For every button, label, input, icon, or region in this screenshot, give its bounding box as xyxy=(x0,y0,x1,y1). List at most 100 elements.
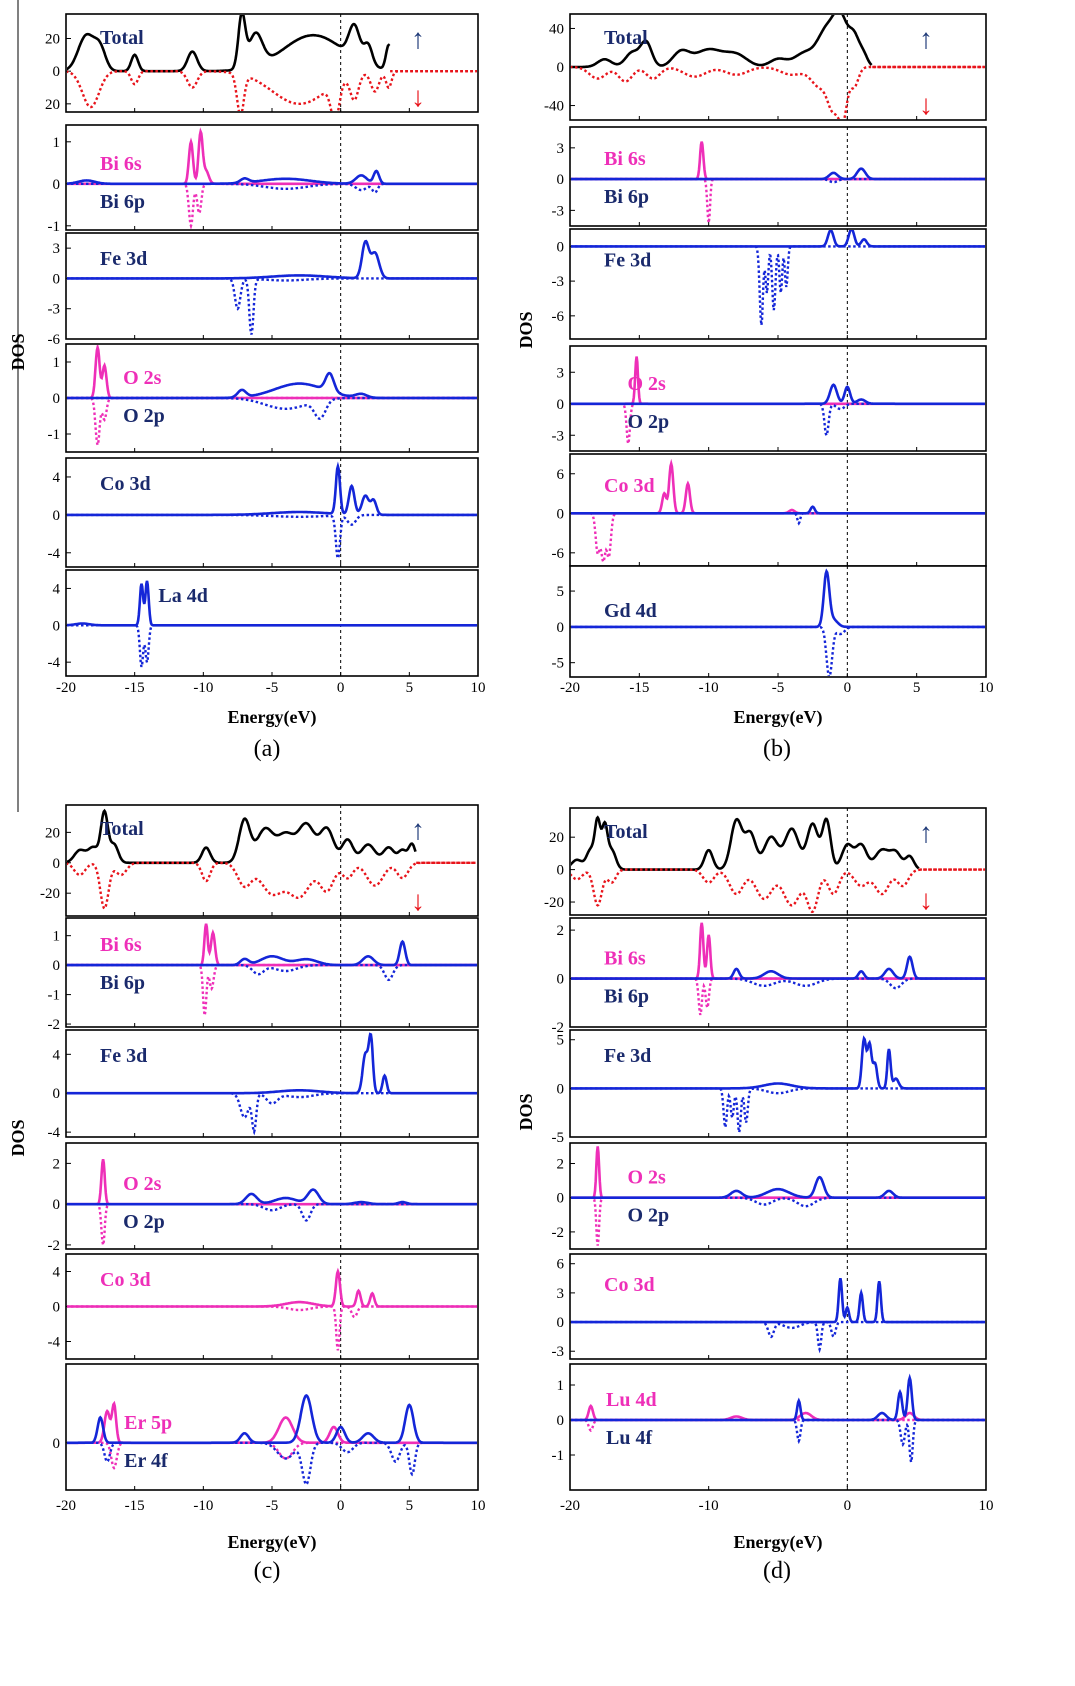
panel-label: La 4d xyxy=(158,585,207,607)
x-tick-label: 0 xyxy=(844,680,852,696)
y-tick-label: -3 xyxy=(552,274,565,290)
panel-2: 1 0 -1 Bi 6s Bi 6p xyxy=(48,124,479,235)
series-co-3d-down xyxy=(67,513,477,563)
y-tick-label: 0 xyxy=(557,506,565,522)
panel-label: O 2s xyxy=(123,1173,162,1195)
y-tick-label: 0 xyxy=(53,64,61,80)
panel-4: 2 0 -2 O 2s O 2p xyxy=(48,1142,479,1254)
y-tick-label: 0 xyxy=(53,856,61,872)
series-bi-6p-up xyxy=(571,167,985,181)
y-tick-label: 20 xyxy=(45,32,60,48)
panel-label: Bi 6s xyxy=(604,948,646,970)
panel-label: Bi 6p xyxy=(604,186,649,208)
series-o-2s-down xyxy=(67,396,477,450)
panel-label: Co 3d xyxy=(100,1269,151,1291)
y-tick-label: -2 xyxy=(552,1020,565,1036)
y-tick-label: 3 xyxy=(53,241,61,257)
series-total-up xyxy=(571,815,920,871)
series-lu-4f-down xyxy=(571,1418,985,1463)
panel-label: Bi 6p xyxy=(604,986,649,1008)
y-tick-label: -4 xyxy=(48,1125,61,1141)
x-tick-label: -20 xyxy=(56,1498,76,1514)
series-co-3d-down xyxy=(571,1320,985,1354)
panel-frame xyxy=(569,453,987,567)
y-tick-label: 0 xyxy=(53,1300,61,1316)
x-tick-label: 10 xyxy=(979,680,994,696)
x-tick-label: 0 xyxy=(844,1498,852,1514)
x-tick-label: -15 xyxy=(125,1498,145,1514)
series-fe-3d-down xyxy=(571,245,985,326)
y-tick-label: -1 xyxy=(48,219,61,235)
y-tick-label: 1 xyxy=(557,1378,565,1394)
y-tick-label: 0 xyxy=(557,972,565,988)
panel-frame xyxy=(65,917,479,1028)
series-o-2p-up xyxy=(571,1175,985,1199)
panel-5: 6 0 -6 Co 3d xyxy=(552,453,987,567)
series-total-down xyxy=(571,65,985,119)
series-o-2p-down xyxy=(67,1203,477,1222)
panel-label: Total xyxy=(100,27,144,49)
panel-6: 1 0 -1 Lu 4d Lu 4f xyxy=(552,1363,987,1491)
spin-up-arrow: ↑ xyxy=(919,818,933,849)
y-tick-label: -3 xyxy=(552,203,565,219)
panel-2: 3 0 -3 Bi 6s Bi 6p xyxy=(552,126,987,227)
panel-frame xyxy=(569,917,987,1028)
panel-1: 20 0 -20 ↑ ↓ Total xyxy=(544,807,987,916)
series-er-4f-up xyxy=(67,1394,477,1445)
x-tick-label: -15 xyxy=(125,680,145,696)
y-tick-label: 0 xyxy=(53,1086,61,1102)
y-tick-label: 0 xyxy=(53,177,61,193)
series-fe-3d-up xyxy=(67,1032,477,1095)
series-o-2p-down xyxy=(571,1196,985,1208)
y-tick-label: 20 xyxy=(45,97,60,113)
y-tick-label: 5 xyxy=(557,584,565,600)
panel-label: Gd 4d xyxy=(604,600,657,622)
panel-label: Lu 4d xyxy=(606,1389,657,1411)
y-tick-label: 1 xyxy=(53,135,61,151)
y-tick-label: -4 xyxy=(48,1335,61,1351)
y-tick-label: 0 xyxy=(557,1191,565,1207)
panel-label: O 2p xyxy=(123,405,165,427)
series-bi-6p-down xyxy=(571,977,985,990)
y-tick-label: 0 xyxy=(557,1413,565,1429)
panel-label: Bi 6s xyxy=(604,148,646,170)
y-tick-label: 4 xyxy=(53,1047,61,1063)
y-tick-label: 4 xyxy=(53,470,61,486)
spin-up-arrow: ↑ xyxy=(411,24,425,55)
panel-4: 1 0 -1 O 2s O 2p xyxy=(48,343,479,453)
series-fe-3d-up xyxy=(571,230,985,248)
x-tick-label: 0 xyxy=(337,1498,345,1514)
x-tick-label: -5 xyxy=(266,680,279,696)
panel-label: O 2s xyxy=(123,367,162,389)
y-tick-label: -20 xyxy=(40,886,60,902)
y-tick-label: 40 xyxy=(549,21,564,37)
panel-1: 20 0 -20 ↑ ↓ Total xyxy=(40,804,479,917)
panel-label: Er 4f xyxy=(124,1450,168,1472)
panel-1: 40 0 -40 ↑ ↓ Total xyxy=(544,13,987,121)
x-axis-label: Energy(eV) xyxy=(734,707,823,728)
panel-label: Co 3d xyxy=(604,475,655,497)
y-tick-label: 20 xyxy=(45,825,60,841)
x-tick-label: -10 xyxy=(699,1498,719,1514)
panel-label: Fe 3d xyxy=(100,248,147,270)
series-bi-6p-up xyxy=(67,939,477,967)
y-tick-label: -6 xyxy=(552,546,565,562)
panel-4: 2 0 -2 O 2s O 2p xyxy=(552,1142,987,1250)
x-axis-label: Energy(eV) xyxy=(228,1532,317,1553)
series-fe-3d-up xyxy=(67,239,477,280)
x-axis-label: Energy(eV) xyxy=(734,1532,823,1553)
series-co-3d-down xyxy=(67,1305,477,1351)
y-tick-label: 3 xyxy=(557,141,565,157)
panel-6: 0 Er 5p Er 4f xyxy=(53,1363,479,1491)
y-tick-label: 0 xyxy=(557,620,565,636)
panel-label: Total xyxy=(100,818,144,840)
spin-down-arrow: ↓ xyxy=(919,90,933,121)
x-tick-label: -15 xyxy=(629,680,649,696)
y-tick-label: 3 xyxy=(557,365,565,381)
